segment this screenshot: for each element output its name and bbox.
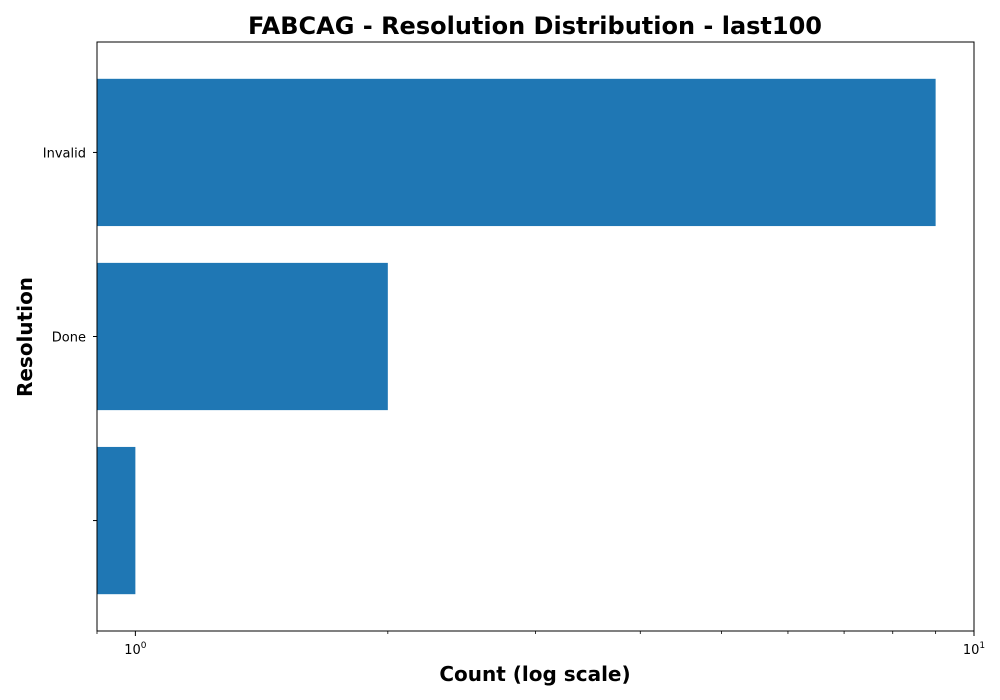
bars-layer [97,78,936,595]
chart-title: FABCAG - Resolution Distribution - last1… [248,12,822,40]
bar-done [97,262,388,411]
x-axis-label: Count (log scale) [439,662,630,686]
bar-blank [97,446,136,595]
x-tick-label: 101 [963,641,985,658]
y-axis-label: Resolution [13,277,37,397]
x-tick-label: 100 [124,641,147,658]
ticks-layer: Invalid Done 100 101 [43,146,985,658]
y-tick-label: Done [52,331,86,346]
y-tick-label: Invalid [43,146,86,161]
bar-invalid [97,78,936,227]
